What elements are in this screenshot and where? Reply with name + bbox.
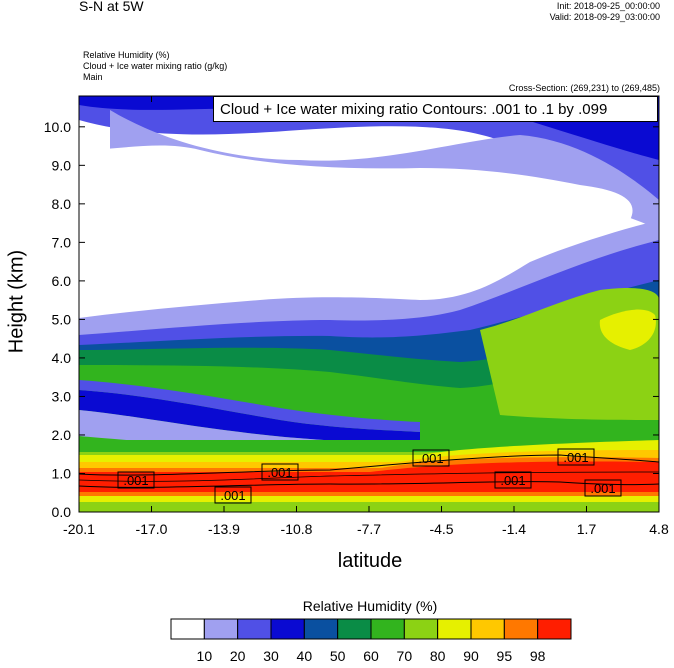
- colorbar-swatch: [203, 618, 239, 640]
- y-tick-label: 0.0: [52, 504, 72, 520]
- x-tick-label: -17.0: [136, 521, 168, 537]
- y-axis-title: Height (km): [5, 249, 28, 354]
- colorbar-swatch: [403, 618, 439, 640]
- contour-label-box: [557, 448, 595, 466]
- contour-label: .001: [563, 450, 588, 465]
- colorbar-label: 98: [530, 648, 546, 664]
- valid-time: Valid: 2018-09-29_03:00:00: [549, 12, 660, 22]
- y-tick-label: 2.0: [52, 427, 72, 443]
- colorbar-label: 90: [463, 648, 479, 664]
- x-tick-label: -4.5: [429, 521, 453, 537]
- colorbar-swatch: [503, 618, 539, 640]
- colorbar-label: 80: [430, 648, 446, 664]
- x-tick-label: 1.7: [577, 521, 597, 537]
- contour-label: .001: [267, 465, 292, 480]
- colorbar-swatch: [470, 618, 505, 640]
- colorbar-label: 40: [297, 648, 313, 664]
- variable-rh-label: Relative Humidity (%): [83, 50, 170, 60]
- contour-info-box: Cloud + Ice water mixing ratio Contours:…: [213, 96, 658, 122]
- contour-label: .001: [123, 473, 148, 488]
- colorbar-title: Relative Humidity (%): [302, 598, 438, 614]
- x-tick-label: -7.7: [357, 521, 381, 537]
- y-tick-label: 6.0: [52, 273, 72, 289]
- x-axis-title: latitude: [337, 550, 403, 572]
- colorbar-swatch: [370, 618, 405, 640]
- y-tick-label: 4.0: [52, 350, 72, 366]
- contour-label: .001: [220, 488, 245, 503]
- y-tick-label: 10.0: [44, 119, 71, 135]
- cross-section-label: Cross-Section: (269,231) to (269,485): [508, 83, 660, 93]
- colorbar-swatch: [237, 618, 272, 640]
- y-axis: 0.0 1.0 2.0 3.0 4.0 5.0 6.0 7.0 8.0 9.0 10.0: [44, 119, 659, 520]
- contour-label-box: [584, 479, 622, 497]
- y-tick-label: 7.0: [52, 234, 72, 250]
- y-tick-label: 8.0: [52, 196, 72, 212]
- colorbar-label: 10: [197, 648, 213, 664]
- colorbar: 10 20 30 40 50 60 70 80 90 95 98: [170, 618, 572, 664]
- colorbar-swatch: [170, 618, 205, 640]
- x-tick-label: -10.8: [281, 521, 313, 537]
- contour-label: .001: [418, 451, 443, 466]
- colorbar-swatch: [537, 618, 572, 640]
- contour-label-box: [261, 463, 299, 481]
- colorbar-label: 50: [330, 648, 346, 664]
- x-axis: -20.1 -17.0 -13.9 -10.8 -7.7 -4.5 -1.4 1.7 4.8: [63, 96, 669, 537]
- contour-label: .001: [500, 473, 525, 488]
- rh-field: [79, 96, 659, 512]
- contour-label-box: [412, 449, 450, 467]
- x-tick-label: 4.8: [649, 521, 669, 537]
- x-tick-label: -13.9: [208, 521, 240, 537]
- variable-cloud-label: Cloud + Ice water mixing ratio (g/kg): [83, 61, 228, 71]
- y-tick-label: 1.0: [52, 465, 72, 481]
- x-tick-label: -20.1: [63, 521, 95, 537]
- colorbar-label: 20: [230, 648, 246, 664]
- contour-label-box: [117, 471, 155, 489]
- y-tick-label: 3.0: [52, 388, 72, 404]
- colorbar-label: 95: [497, 648, 513, 664]
- colorbar-swatch: [303, 618, 339, 640]
- domain-label: Main: [83, 72, 103, 82]
- y-tick-label: 9.0: [52, 157, 72, 173]
- contour-label-box: [214, 486, 252, 504]
- contour-label: .001: [590, 481, 615, 496]
- plot-title: S-N at 5W: [79, 0, 144, 14]
- colorbar-swatch: [337, 618, 372, 640]
- colorbar-swatch: [270, 618, 305, 640]
- colorbar-swatch: [437, 618, 472, 640]
- colorbar-label: 60: [363, 648, 379, 664]
- x-tick-label: -1.4: [502, 521, 526, 537]
- contour-labels: .001 .001 .001 .001 .001 .001 .001: [117, 448, 622, 504]
- y-tick-label: 5.0: [52, 311, 72, 327]
- contour-label-box: [494, 471, 532, 489]
- init-time: Init: 2018-09-25_00:00:00: [556, 1, 660, 11]
- colorbar-label: 70: [397, 648, 413, 664]
- colorbar-label: 30: [263, 648, 279, 664]
